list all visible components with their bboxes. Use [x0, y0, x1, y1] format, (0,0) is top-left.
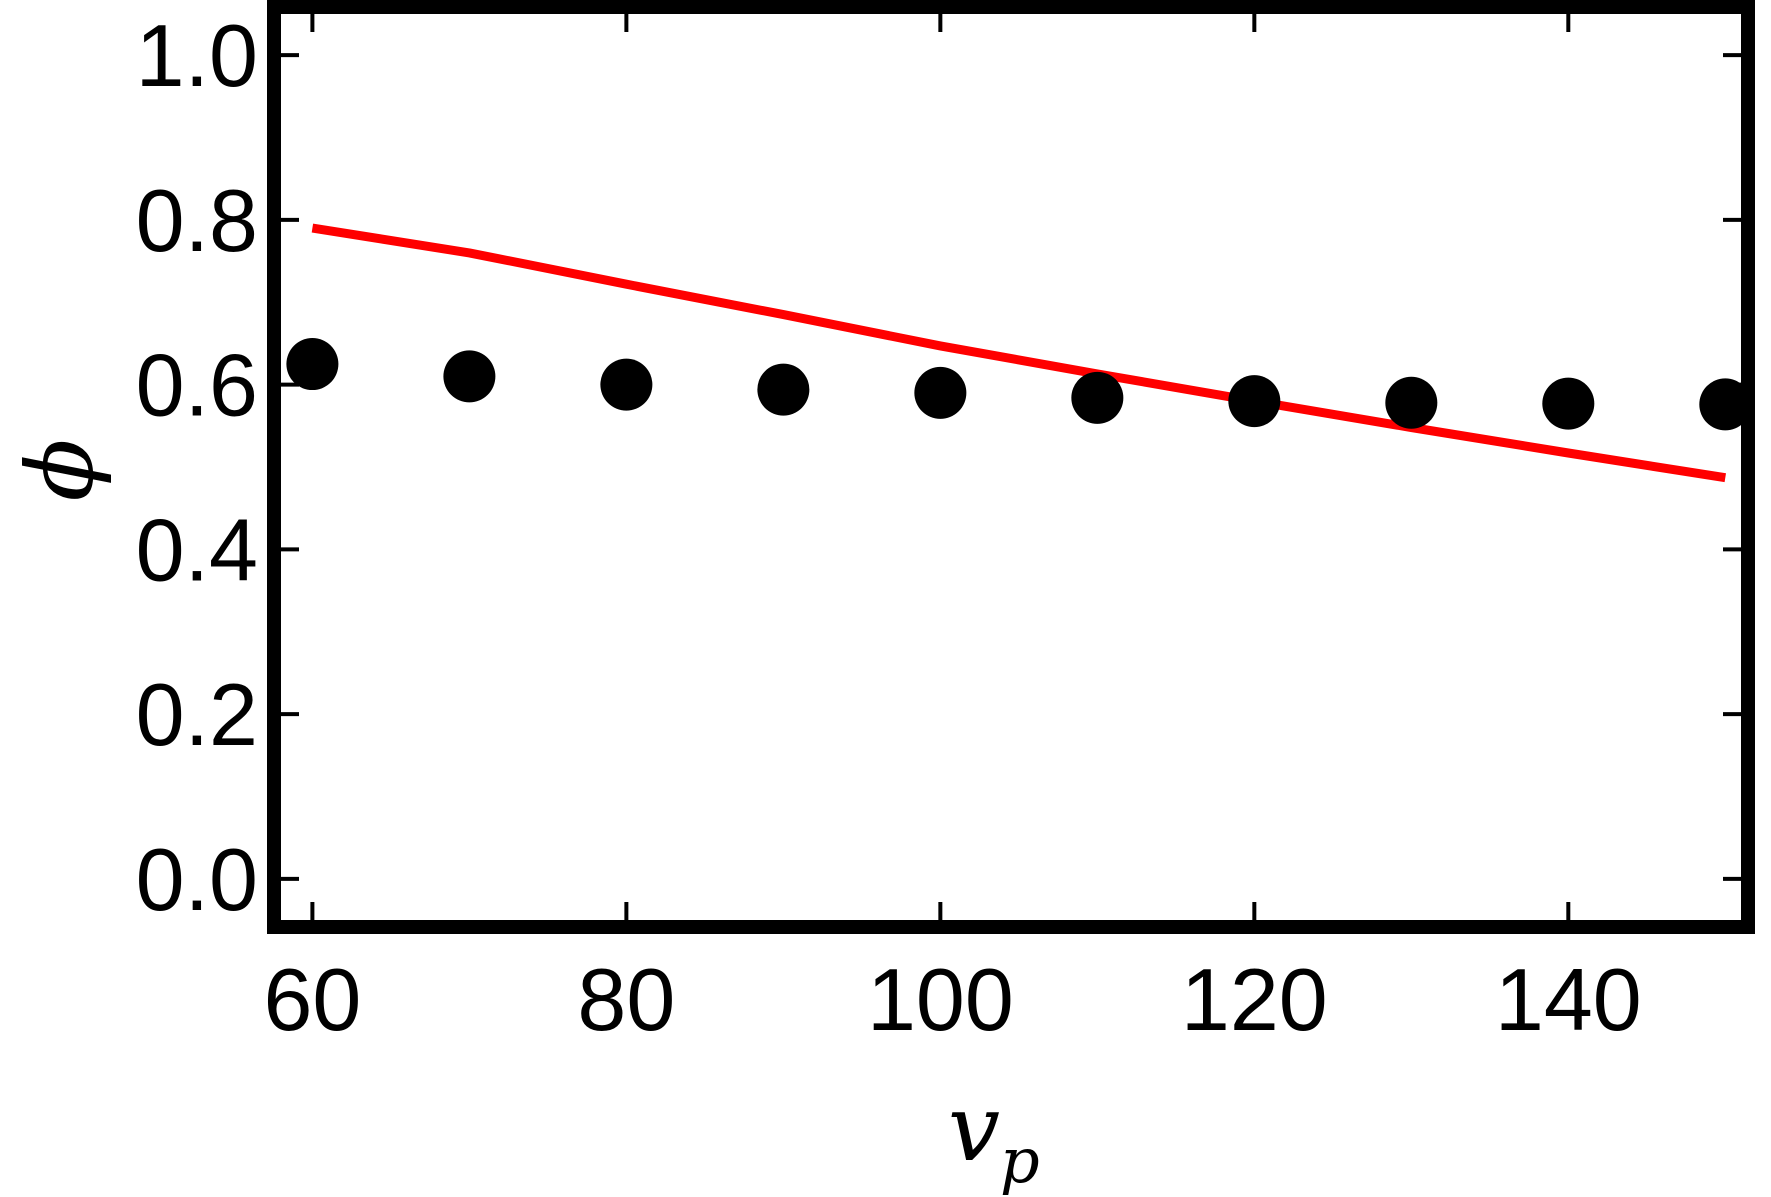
- data-point: [1542, 377, 1595, 430]
- data-point: [1699, 378, 1752, 431]
- data-point: [1071, 371, 1124, 424]
- x-tick-label: 100: [867, 950, 1014, 1049]
- y-tick-label: 1.0: [136, 6, 258, 105]
- x-tick-label: 80: [577, 950, 675, 1049]
- data-point: [1228, 375, 1281, 428]
- model-line: [311, 223, 1726, 483]
- x-axis-title: vp: [948, 1075, 1040, 1197]
- ticks-layer: [281, 14, 1741, 920]
- data-point: [443, 350, 496, 403]
- x-tick-label: 120: [1181, 950, 1328, 1049]
- data-point: [757, 363, 810, 416]
- data-point: [600, 358, 653, 411]
- plot-frame: [267, 0, 1755, 934]
- y-tick-label: 0.0: [136, 830, 258, 929]
- data-point: [286, 338, 339, 391]
- series-layer: [286, 223, 1752, 483]
- data-point: [914, 366, 967, 419]
- x-tick-label: 140: [1495, 950, 1642, 1049]
- data-point: [1385, 376, 1438, 429]
- y-tick-label: 0.8: [136, 171, 258, 270]
- labels-layer: 60 80 100 120 140 0.0 0.2 0.4 0.6 0.8 1.0: [136, 6, 1642, 1049]
- y-tick-label: 0.2: [136, 665, 258, 764]
- y-tick-label: 0.6: [136, 336, 258, 435]
- y-axis-title: ϕ: [7, 439, 114, 502]
- y-tick-label: 0.4: [136, 500, 258, 599]
- x-axis-title-subscript: p: [1000, 1124, 1040, 1197]
- x-tick-label: 60: [263, 950, 361, 1049]
- x-axis-title-main: v: [948, 1075, 1000, 1182]
